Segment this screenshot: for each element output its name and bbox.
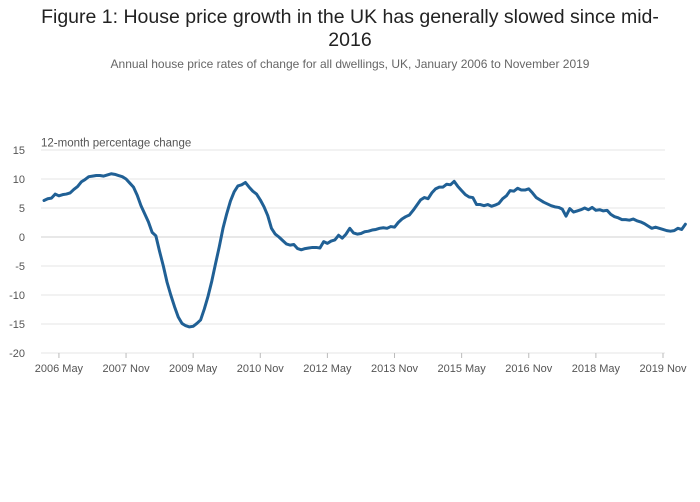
x-tick-label: 2019 Nov <box>639 363 687 375</box>
x-tick-label: 2015 May <box>437 363 486 375</box>
y-axis-label: 12-month percentage change <box>41 138 191 150</box>
x-tick-label: 2012 May <box>303 363 352 375</box>
y-tick-label: -10 <box>9 290 25 302</box>
gridlines <box>41 149 665 354</box>
x-tick-label: 2016 Nov <box>505 363 553 375</box>
chart-title: Figure 1: House price growth in the UK h… <box>41 6 659 51</box>
y-axis-ticks: 15 10 5 0 -5 -10 -15 -20 <box>9 145 25 360</box>
y-tick-label: 5 <box>19 203 25 215</box>
y-tick-label: 0 <box>19 232 25 244</box>
x-tick-label: 2007 Nov <box>102 363 150 375</box>
y-tick-label: 10 <box>13 174 25 186</box>
x-tick-label: 2009 May <box>169 363 218 375</box>
y-tick-label: -20 <box>9 348 25 360</box>
x-axis-ticks: 2006 May 2007 Nov 2009 May 2010 Nov 2012 May… <box>35 353 687 375</box>
series-line <box>42 172 687 329</box>
y-tick-label: 15 <box>13 145 25 157</box>
x-tick-label: 2006 May <box>35 363 84 375</box>
y-tick-label: -15 <box>9 319 25 331</box>
x-tick-label: 2013 Nov <box>371 363 419 375</box>
x-tick-label: 2010 Nov <box>237 363 285 375</box>
x-tick-label: 2018 May <box>572 363 621 375</box>
chart-subtitle: Annual house price rates of change for a… <box>110 57 590 71</box>
y-tick-label: -5 <box>15 261 25 273</box>
